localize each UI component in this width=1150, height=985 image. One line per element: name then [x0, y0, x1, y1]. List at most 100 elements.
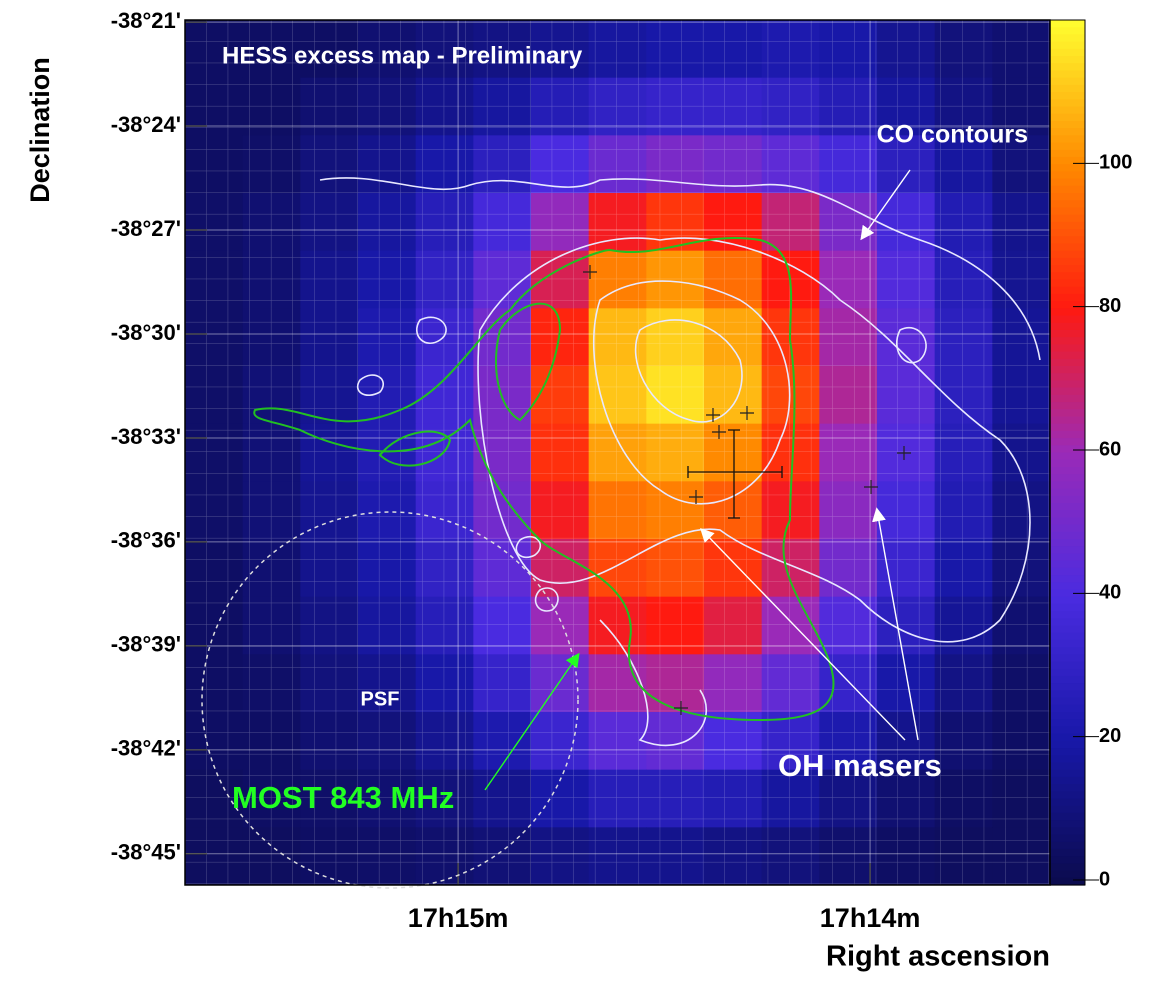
colorbar	[1050, 20, 1085, 886]
colorbar-strip	[1050, 553, 1085, 561]
colorbar-tick-label: 80	[1099, 295, 1121, 317]
colorbar-strip	[1050, 186, 1085, 194]
colorbar-strip	[1050, 171, 1085, 179]
colorbar-strip	[1050, 85, 1085, 93]
colorbar-strip	[1050, 150, 1085, 158]
colorbar-strip	[1050, 92, 1085, 100]
colorbar-strip	[1050, 56, 1085, 64]
colorbar-strip	[1050, 582, 1085, 590]
colorbar-strip	[1050, 42, 1085, 50]
y-tick-label: -38°27'	[111, 216, 181, 241]
x-axis-title: Right ascension	[826, 941, 1050, 973]
y-tick-label: -38°42'	[111, 736, 181, 761]
colorbar-strip	[1050, 460, 1085, 468]
colorbar-strip	[1050, 640, 1085, 648]
y-tick-label: -38°36'	[111, 528, 181, 553]
colorbar-strip	[1050, 135, 1085, 143]
colorbar-strip	[1050, 741, 1085, 749]
colorbar-strip	[1050, 712, 1085, 720]
annotation: CO contours	[877, 121, 1028, 149]
colorbar-strip	[1050, 734, 1085, 742]
colorbar-strip	[1050, 200, 1085, 208]
colorbar-strip	[1050, 878, 1085, 886]
chart-title: HESS excess map - Preliminary	[222, 42, 583, 69]
colorbar-strip	[1050, 611, 1085, 619]
colorbar-strip	[1050, 445, 1085, 453]
colorbar-tick-label: 100	[1099, 152, 1132, 174]
colorbar-strip	[1050, 525, 1085, 533]
colorbar-strip	[1050, 222, 1085, 230]
colorbar-strip	[1050, 626, 1085, 634]
colorbar-strip	[1050, 395, 1085, 403]
colorbar-tick-label: 40	[1099, 582, 1121, 604]
colorbar-strip	[1050, 34, 1085, 42]
colorbar-strip	[1050, 503, 1085, 511]
colorbar-strip	[1050, 229, 1085, 237]
y-tick-label: -38°30'	[111, 320, 181, 345]
colorbar-strip	[1050, 143, 1085, 151]
colorbar-strip	[1050, 215, 1085, 223]
colorbar-strip	[1050, 179, 1085, 187]
colorbar-strip	[1050, 323, 1085, 331]
colorbar-strip	[1050, 272, 1085, 280]
colorbar-strip	[1050, 388, 1085, 396]
colorbar-strip	[1050, 78, 1085, 86]
colorbar-strip	[1050, 813, 1085, 821]
colorbar-strip	[1050, 207, 1085, 215]
colorbar-strip	[1050, 489, 1085, 497]
colorbar-strip	[1050, 20, 1085, 28]
colorbar-strip	[1050, 251, 1085, 259]
colorbar-strip	[1050, 496, 1085, 504]
colorbar-tick-label: 0	[1099, 868, 1110, 890]
colorbar-strip	[1050, 99, 1085, 107]
colorbar-strip	[1050, 604, 1085, 612]
colorbar-strip	[1050, 784, 1085, 792]
colorbar-strip	[1050, 777, 1085, 785]
colorbar-strip	[1050, 539, 1085, 547]
colorbar-strip	[1050, 827, 1085, 835]
colorbar-strip	[1050, 698, 1085, 706]
colorbar-strip	[1050, 597, 1085, 605]
colorbar-strip	[1050, 849, 1085, 857]
y-tick-label: -38°39'	[111, 632, 181, 657]
colorbar-strip	[1050, 121, 1085, 129]
colorbar-strip	[1050, 380, 1085, 388]
colorbar-tick-label: 60	[1099, 438, 1121, 460]
colorbar-strip	[1050, 431, 1085, 439]
colorbar-strip	[1050, 575, 1085, 583]
colorbar-strip	[1050, 633, 1085, 641]
colorbar-strip	[1050, 128, 1085, 136]
colorbar-strip	[1050, 366, 1085, 374]
colorbar-strip	[1050, 308, 1085, 316]
colorbar-strip	[1050, 258, 1085, 266]
colorbar-strip	[1050, 683, 1085, 691]
colorbar-strip	[1050, 243, 1085, 251]
annotation: PSF	[361, 688, 400, 710]
colorbar-strip	[1050, 481, 1085, 489]
colorbar-strip	[1050, 373, 1085, 381]
colorbar-strip	[1050, 70, 1085, 78]
colorbar-strip	[1050, 63, 1085, 71]
colorbar-strip	[1050, 835, 1085, 843]
colorbar-strip	[1050, 359, 1085, 367]
x-tick-label: 17h14m	[820, 903, 921, 933]
chart: 020406080100-38°21'-38°24'-38°27'-38°30'…	[0, 0, 1150, 980]
y-tick-label: -38°24'	[111, 112, 181, 137]
colorbar-strip	[1050, 265, 1085, 273]
colorbar-strip	[1050, 193, 1085, 201]
colorbar-strip	[1050, 806, 1085, 814]
colorbar-strip	[1050, 517, 1085, 525]
colorbar-strip	[1050, 748, 1085, 756]
y-tick-label: -38°33'	[111, 424, 181, 449]
colorbar-strip	[1050, 294, 1085, 302]
colorbar-strip	[1050, 820, 1085, 828]
annotation: OH masers	[778, 748, 942, 783]
colorbar-strip	[1050, 755, 1085, 763]
colorbar-strip	[1050, 705, 1085, 713]
colorbar-strip	[1050, 107, 1085, 115]
colorbar-strip	[1050, 561, 1085, 569]
colorbar-strip	[1050, 871, 1085, 879]
colorbar-strip	[1050, 568, 1085, 576]
colorbar-strip	[1050, 402, 1085, 410]
y-axis-title: Declination	[25, 57, 55, 203]
